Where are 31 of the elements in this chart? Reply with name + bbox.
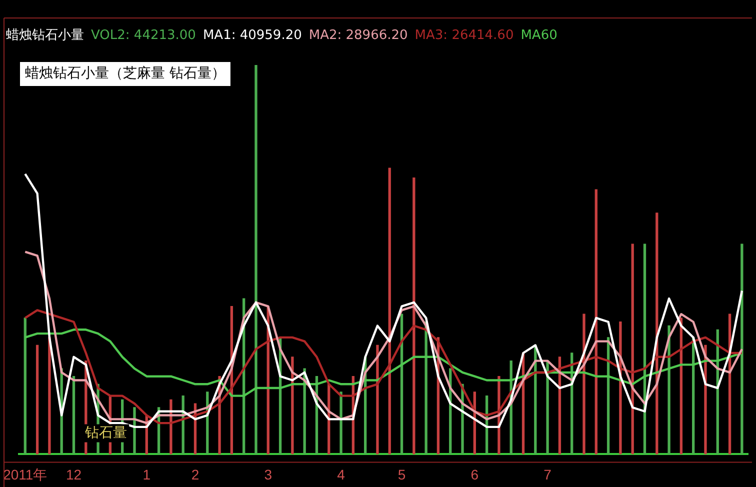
text: MA60 [520,28,558,43]
bar [546,360,549,454]
text: MA3: 26414.60 [414,28,514,43]
text: VOL2: 44213.00 [91,28,196,43]
bar [72,376,76,454]
chart-title: 蜡烛钻石小量 [6,28,84,43]
x-tick-label: 3 [264,466,272,482]
annotation: 钻石量 [84,424,128,441]
text: MA1: 40959.20 [202,28,302,43]
x-tick-label: 4 [337,466,346,482]
x-tick-label: 2011年 [3,466,48,482]
bar [24,318,26,454]
x-tick-label: 6 [470,466,479,482]
x-tick-label: 12 [66,466,82,482]
bar [740,244,744,454]
x-tick-label: 1 [142,466,151,482]
x-tick-label: 7 [544,466,552,482]
annotation: 蜡烛钻石小量（芝麻量 钻石量） [25,66,226,82]
bar [291,356,294,454]
bar [376,344,379,454]
x-tick-label: 2 [191,466,200,482]
bar [254,65,258,454]
bar [36,344,39,454]
bar [48,337,51,454]
text: MA2: 28966.20 [308,28,408,43]
bar [424,322,428,454]
x-tick-label: 5 [398,466,406,482]
bar [340,392,342,454]
bar [412,178,416,454]
bar [594,189,598,454]
bar [133,407,136,454]
